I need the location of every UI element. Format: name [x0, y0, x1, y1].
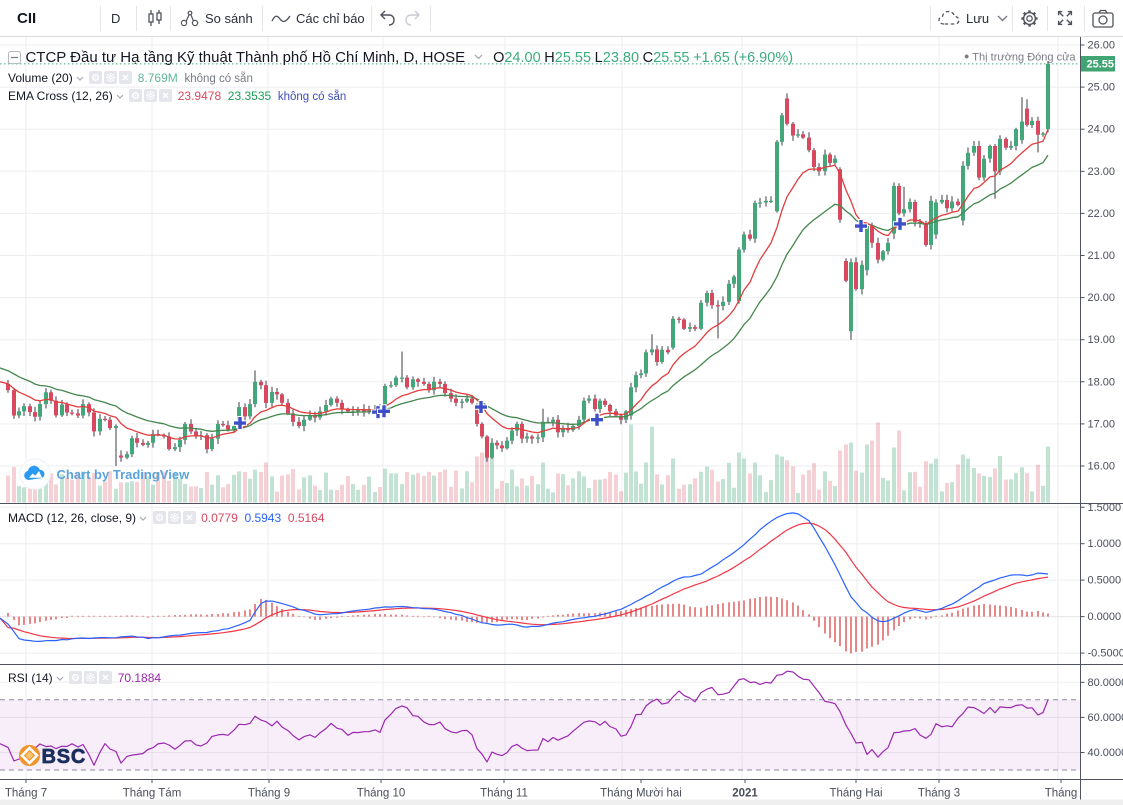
svg-text:16.00: 16.00: [1088, 461, 1116, 473]
svg-text:Tháng 10: Tháng 10: [357, 788, 406, 800]
svg-text:20.00: 20.00: [1088, 292, 1116, 304]
svg-text:60.0000: 60.0000: [1088, 712, 1123, 724]
svg-text:Tháng 3: Tháng 3: [918, 788, 960, 800]
svg-text:Tháng 9: Tháng 9: [248, 788, 290, 800]
svg-text:Tháng 7: Tháng 7: [5, 788, 47, 800]
svg-text:-0.5000: -0.5000: [1088, 648, 1123, 660]
svg-text:24.00: 24.00: [1088, 124, 1116, 136]
svg-text:22.00: 22.00: [1088, 208, 1116, 220]
svg-text:Chart by TradingView: Chart by TradingView: [57, 467, 191, 482]
svg-text:25.55: 25.55: [1087, 59, 1115, 71]
svg-text:18.00: 18.00: [1088, 376, 1116, 388]
svg-text:17.00: 17.00: [1088, 418, 1116, 430]
svg-text:Tháng 11: Tháng 11: [480, 788, 528, 800]
svg-text:Tháng Hai: Tháng Hai: [829, 788, 882, 800]
svg-text:1.0000: 1.0000: [1088, 538, 1122, 550]
svg-text:0.0000: 0.0000: [1088, 611, 1122, 623]
svg-text:40.0000: 40.0000: [1088, 747, 1123, 759]
svg-text:2021: 2021: [732, 788, 758, 800]
svg-text:0.5000: 0.5000: [1088, 575, 1122, 587]
svg-text:21.00: 21.00: [1088, 250, 1116, 262]
svg-text:Tháng Tám: Tháng Tám: [123, 788, 182, 800]
svg-text:BSC: BSC: [42, 746, 87, 768]
svg-text:23.00: 23.00: [1088, 166, 1116, 178]
svg-text:80.0000: 80.0000: [1088, 677, 1123, 689]
svg-text:Tháng Mười hai: Tháng Mười hai: [600, 788, 682, 800]
svg-text:25.00: 25.00: [1088, 82, 1116, 94]
svg-text:19.00: 19.00: [1088, 334, 1116, 346]
svg-text:Tháng: Tháng: [1045, 788, 1078, 800]
svg-text:1.5000: 1.5000: [1088, 502, 1122, 514]
svg-text:26.00: 26.00: [1088, 40, 1116, 52]
